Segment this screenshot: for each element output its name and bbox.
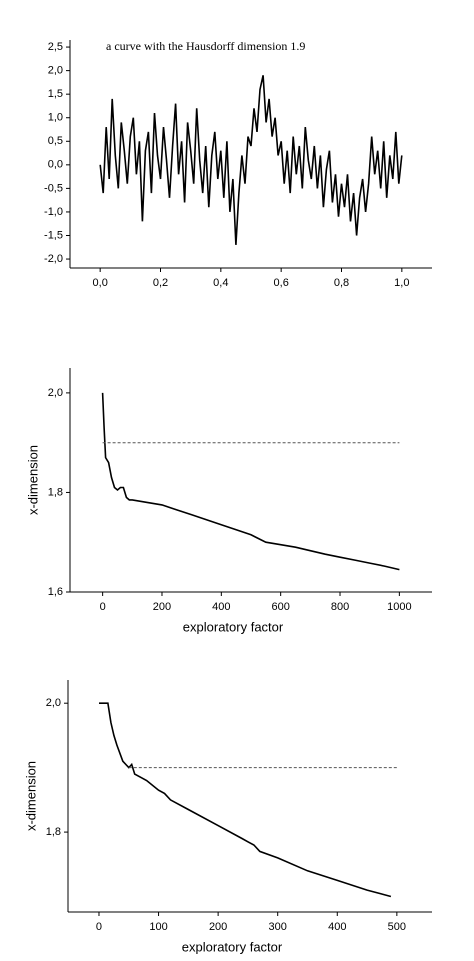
- y-tick-label: 0,5: [48, 135, 63, 147]
- y-tick-label: -1,0: [44, 206, 63, 218]
- y-tick-label: 1,8: [48, 486, 63, 498]
- y-tick-label: 2,0: [46, 697, 61, 709]
- x-tick-label: 0,4: [213, 277, 228, 289]
- x-axis-label: exploratory factor: [182, 939, 283, 954]
- y-tick-label: 2,0: [48, 387, 63, 399]
- data-line: [99, 702, 392, 898]
- y-tick-label: 1,8: [46, 826, 61, 838]
- x-tick-label: 0,0: [93, 277, 108, 289]
- y-axis-label: x-dimension: [25, 445, 40, 515]
- data-line: [101, 392, 400, 571]
- x-axis-label: exploratory factor: [183, 619, 284, 634]
- x-tick-label: 0: [100, 601, 106, 613]
- x-tick-label: 800: [331, 601, 349, 613]
- x-tick-label: 0,8: [334, 277, 349, 289]
- x-tick-label: 500: [388, 921, 406, 933]
- y-tick-label: 0,0: [48, 159, 63, 171]
- y-tick-label: 2,5: [48, 41, 63, 53]
- x-tick-label: 400: [328, 921, 346, 933]
- x-tick-label: 300: [269, 921, 287, 933]
- y-tick-label: 1,0: [48, 112, 63, 124]
- y-tick-label: -1,5: [44, 229, 63, 241]
- y-tick-label: 1,5: [48, 88, 63, 100]
- x-tick-label: 0,2: [153, 277, 168, 289]
- x-tick-label: 1,0: [394, 277, 409, 289]
- x-tick-label: 1000: [387, 601, 411, 613]
- x-tick-label: 100: [149, 921, 167, 933]
- data-line: [99, 75, 403, 245]
- x-tick-label: 200: [153, 601, 171, 613]
- y-axis-label: x-dimension: [23, 761, 38, 831]
- y-tick-label: -0,5: [44, 182, 63, 194]
- x-tick-label: 400: [212, 601, 230, 613]
- y-tick-label: 1,6: [48, 586, 63, 598]
- x-tick-label: 600: [271, 601, 289, 613]
- x-tick-label: 0,6: [274, 277, 289, 289]
- x-tick-label: 0: [96, 921, 102, 933]
- x-tick-label: 200: [209, 921, 227, 933]
- y-tick-label: 2,0: [48, 65, 63, 77]
- annotation: a curve with the Hausdorff dimension 1.9: [106, 39, 305, 53]
- y-tick-label: -2,0: [44, 253, 63, 265]
